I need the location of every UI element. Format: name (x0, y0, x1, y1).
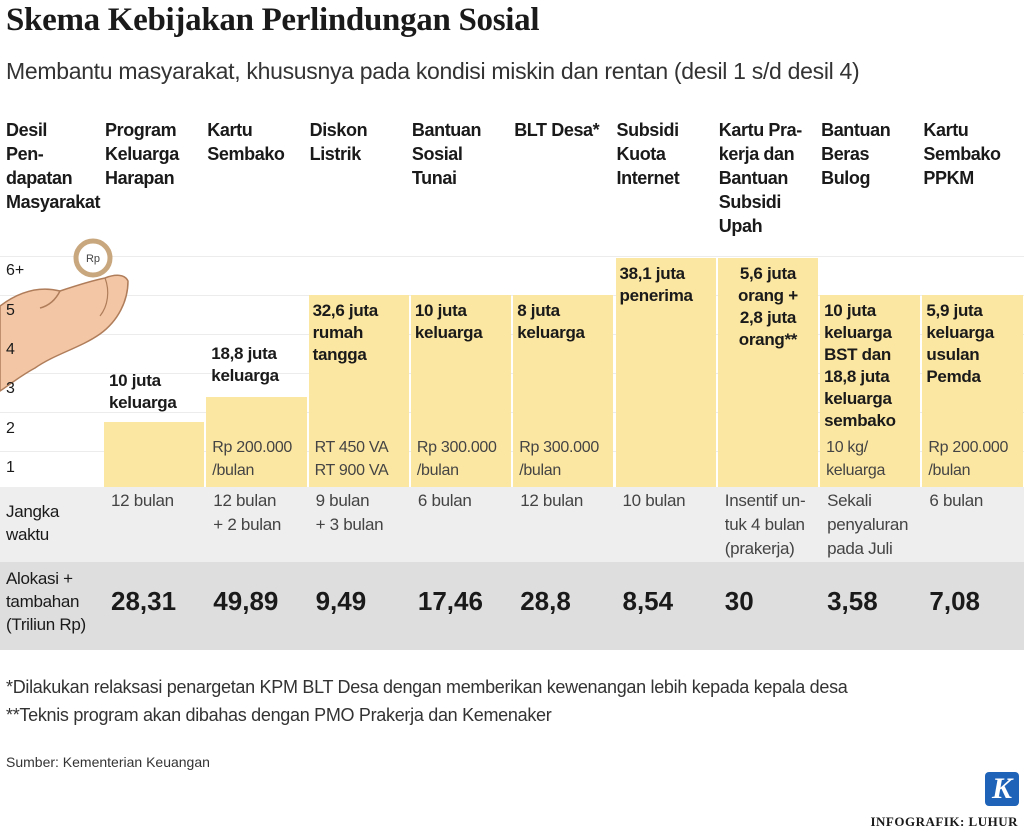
footnote: *Dilakukan relaksasi penargetan KPM BLT … (6, 677, 848, 697)
recipients: 5,9 juta keluarga usulan Pemda (926, 301, 994, 386)
duration: 9 bulan + 3 bulan (315, 491, 384, 534)
recipients: 10 juta keluarga BST dan 18,8 juta kelua… (824, 301, 896, 430)
recipients: 18,8 juta keluarga (211, 344, 279, 385)
duration: Insentif un- tuk 4 bulan (prakerja) (724, 491, 806, 558)
allocation: 7,08 (929, 586, 980, 616)
program-name: Bantuan Beras Bulog (821, 120, 891, 188)
decile-label: 4 (6, 341, 15, 358)
duration: 6 bulan (417, 491, 472, 510)
program-name: Kartu Sembako (207, 120, 285, 164)
coverage-bar (717, 258, 819, 487)
allocation: 30 (724, 586, 754, 616)
hand-coin-icon: Rp (0, 238, 129, 392)
duration: 12 bulan (520, 491, 584, 510)
subtitle: Membantu masyarakat, khususnya pada kond… (6, 58, 860, 84)
grid-line (0, 451, 1024, 452)
program-name: Subsidi Kuota Internet (616, 120, 680, 188)
coverage-bar (308, 295, 409, 487)
recipients: 10 juta keluarga (414, 301, 483, 342)
allocation: 28,31 (111, 586, 177, 616)
coverage-bar (104, 422, 205, 487)
program-name: BLT Desa* (514, 120, 600, 140)
recipients: 10 juta keluarga (109, 371, 177, 412)
coverage-bar (513, 295, 614, 487)
footnote: **Teknis program akan dibahas dengan PMO… (6, 705, 552, 725)
program-name: Diskon Listrik (309, 120, 368, 164)
program-name: Bantuan Sosial Tunai (411, 120, 482, 188)
program-name: Program Keluarga Harapan (105, 120, 179, 188)
allocation: 3,58 (827, 586, 878, 616)
coverage-bar (922, 295, 1023, 487)
detail: Rp 200.000 /bulan (212, 439, 293, 479)
decile-label: 3 (6, 380, 15, 397)
decile-label: 5 (6, 302, 15, 319)
svg-text:Rp: Rp (86, 253, 100, 265)
allocation-row (0, 562, 1024, 650)
grid-line (0, 334, 1024, 335)
coverage-bar (615, 258, 716, 487)
duration-label: Jangka waktu (6, 502, 60, 544)
duration: Sekali penyaluran pada Juli (827, 491, 909, 558)
allocation: 9,49 (315, 586, 367, 616)
allocation: 28,8 (520, 586, 571, 616)
recipients: 32,6 juta rumah tangga (312, 301, 379, 364)
detail: 10 kg/ keluarga (826, 439, 886, 479)
detail: Rp 300.000 /bulan (416, 439, 497, 479)
credit: INFOGRAFIK: LUHUR (870, 814, 1018, 829)
coverage-bar (410, 295, 512, 487)
detail: RT 450 VA RT 900 VA (314, 439, 389, 479)
grid-line (0, 256, 1024, 257)
title: Skema Kebijakan Perlindungan Sosial (6, 2, 540, 38)
duration-row (0, 487, 1024, 562)
recipients: 8 juta keluarga (517, 301, 585, 342)
decile-label: 1 (6, 459, 15, 476)
allocation: 49,89 (213, 586, 279, 616)
duration: 6 bulan (929, 491, 984, 510)
source: Sumber: Kementerian Keuangan (6, 754, 210, 770)
grid-line (0, 295, 1024, 296)
program-name: Kartu Pra- kerja dan Bantuan Subsidi Upa… (718, 120, 802, 236)
allocation: 17,46 (417, 586, 483, 616)
allocation: 8,54 (622, 586, 674, 616)
duration: 12 bulan + 2 bulan (213, 491, 282, 534)
recipients: 38,1 juta penerima (619, 264, 693, 305)
logo: K (985, 772, 1019, 806)
coverage-bar (820, 295, 921, 487)
grid-line (0, 412, 1024, 413)
header-label: Desil Pen- dapatan Masyarakat (6, 120, 101, 212)
coverage-bar (206, 397, 307, 487)
duration: 10 bulan (622, 491, 686, 510)
detail: Rp 200.000 /bulan (928, 439, 1009, 479)
program-name: Kartu Sembako PPKM (923, 120, 1001, 188)
decile-label: 6+ (6, 262, 25, 279)
decile-label: 2 (6, 420, 15, 437)
detail: Rp 300.000 /bulan (519, 439, 599, 479)
allocation-label: Alokasi + tambahan (Triliun Rp) (6, 569, 86, 634)
duration: 12 bulan (111, 491, 174, 510)
recipients: 5,6 juta orang + 2,8 juta orang** (738, 264, 798, 349)
grid-line (0, 373, 1024, 374)
